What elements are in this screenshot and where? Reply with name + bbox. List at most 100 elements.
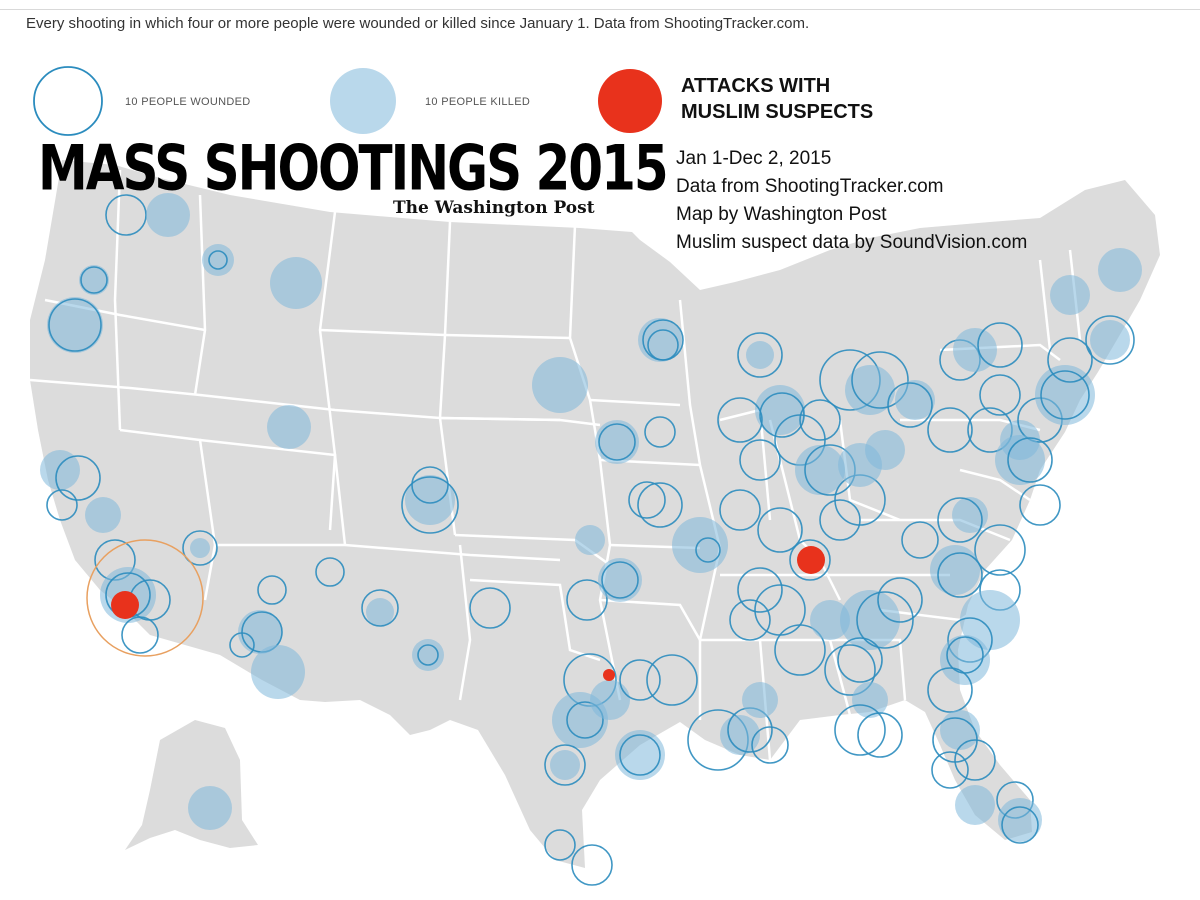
legend-muslim-line1: ATTACKS WITH — [681, 75, 831, 97]
killed-marker — [940, 635, 990, 685]
wounded-marker — [729, 599, 771, 641]
killed-marker — [838, 443, 882, 487]
wounded-marker — [619, 734, 661, 776]
killed-marker — [595, 420, 639, 464]
wounded-marker — [927, 667, 973, 713]
wounded-marker — [937, 552, 983, 598]
wounded-marker — [401, 476, 459, 534]
wounded-marker — [1040, 370, 1090, 420]
wounded-marker — [737, 332, 783, 378]
wounded-marker — [628, 481, 666, 519]
killed-marker — [955, 785, 995, 825]
legend-wounded-icon — [33, 66, 103, 136]
legend-muslim-label: ATTACKS WITH MUSLIM SUSPECTS — [681, 73, 873, 125]
killed-marker — [742, 682, 778, 718]
wounded-marker — [55, 455, 101, 501]
legend-killed-label: 10 PEOPLE KILLED — [425, 96, 531, 108]
killed-marker — [79, 265, 109, 295]
wounded-marker — [739, 439, 781, 481]
publisher-logo: The Washington Post — [393, 198, 595, 218]
killed-marker — [47, 297, 103, 353]
muslim-attack-marker — [603, 669, 615, 681]
wounded-marker — [637, 482, 683, 528]
wounded-marker — [757, 507, 803, 553]
wounded-marker — [361, 589, 399, 627]
killed-marker — [746, 341, 774, 369]
wounded-marker — [851, 351, 909, 409]
killed-marker — [1050, 275, 1090, 315]
wounded-marker — [644, 416, 676, 448]
killed-marker — [845, 365, 895, 415]
killed-marker — [85, 497, 121, 533]
killed-marker — [952, 497, 988, 533]
killed-marker — [366, 598, 394, 626]
killed-marker — [202, 244, 234, 276]
legend-wounded-label: 10 PEOPLE WOUNDED — [125, 96, 251, 108]
wounded-marker — [121, 616, 159, 654]
map-title: MASS SHOOTINGS 2015 — [38, 132, 669, 205]
killed-marker — [960, 590, 1020, 650]
legend-muslim-line2: MUSLIM SUSPECTS — [681, 101, 874, 123]
wounded-marker — [977, 322, 1023, 368]
killed-marker — [895, 380, 935, 420]
wounded-marker — [857, 712, 903, 758]
wounded-marker — [856, 591, 914, 649]
highlight-ring — [86, 539, 204, 657]
wounded-marker — [566, 579, 608, 621]
wounded-marker — [80, 266, 108, 294]
us-landmass — [30, 160, 1160, 868]
wounded-marker — [46, 489, 78, 521]
wounded-marker — [927, 407, 973, 453]
killed-marker — [590, 680, 630, 720]
killed-marker — [190, 538, 210, 558]
credits-data-source: Data from ShootingTracker.com — [676, 176, 944, 197]
wounded-marker — [751, 726, 789, 764]
killed-marker — [1090, 320, 1130, 360]
killed-marker — [1098, 248, 1142, 292]
killed-marker — [251, 645, 305, 699]
wounded-marker — [647, 329, 679, 361]
wounded-marker — [571, 844, 613, 886]
wounded-marker — [887, 382, 933, 428]
killed-marker — [615, 730, 665, 780]
map-subtitle: Every shooting in which four or more peo… — [26, 15, 810, 32]
killed-marker — [998, 798, 1042, 842]
credits-muslim-source: Muslim suspect data by SoundVision.com — [676, 232, 1028, 253]
killed-marker — [550, 750, 580, 780]
wounded-marker — [229, 632, 255, 658]
muslim-attack-marker — [797, 546, 825, 574]
top-rule — [0, 0, 1200, 10]
wounded-marker — [774, 624, 826, 676]
wounded-marker — [877, 577, 923, 623]
wounded-marker — [1047, 337, 1093, 383]
wounded-marker — [737, 567, 783, 613]
wounded-marker — [598, 423, 636, 461]
killed-marker — [267, 405, 311, 449]
wounded-marker — [1001, 806, 1039, 844]
legend-muslim-icon — [598, 69, 662, 133]
killed-marker — [188, 786, 232, 830]
wounded-marker — [937, 497, 983, 543]
killed-marker — [720, 715, 760, 755]
killed-marker — [840, 590, 900, 650]
wounded-marker — [48, 298, 102, 352]
wounded-marker — [954, 739, 996, 781]
wounded-marker — [837, 637, 883, 683]
killed-marker — [405, 475, 455, 525]
shooting-markers — [40, 193, 1142, 886]
killed-marker — [40, 450, 80, 490]
wounded-marker — [544, 829, 576, 861]
wounded-marker — [182, 530, 218, 566]
killed-marker — [810, 600, 850, 640]
wounded-marker — [601, 561, 639, 599]
killed-marker — [575, 525, 605, 555]
wounded-marker — [619, 659, 661, 701]
killed-marker — [270, 257, 322, 309]
killed-marker — [532, 357, 588, 413]
wounded-marker — [979, 374, 1021, 416]
killed-marker — [146, 193, 190, 237]
wounded-marker — [544, 744, 586, 786]
credits-map-source: Map by Washington Post — [676, 204, 887, 225]
wounded-marker — [1019, 484, 1061, 526]
